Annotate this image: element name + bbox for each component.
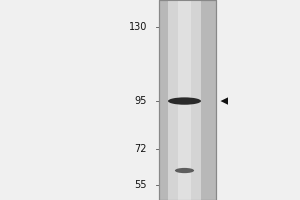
- Text: 72: 72: [134, 144, 147, 154]
- Bar: [159, 0, 216, 200]
- Ellipse shape: [168, 97, 201, 105]
- Text: 55: 55: [134, 180, 147, 190]
- Bar: [168, 0, 201, 200]
- Polygon shape: [220, 97, 228, 105]
- Text: 130: 130: [129, 22, 147, 32]
- Bar: [178, 0, 191, 200]
- Ellipse shape: [175, 168, 194, 173]
- Text: 95: 95: [135, 96, 147, 106]
- Bar: [159, 0, 216, 200]
